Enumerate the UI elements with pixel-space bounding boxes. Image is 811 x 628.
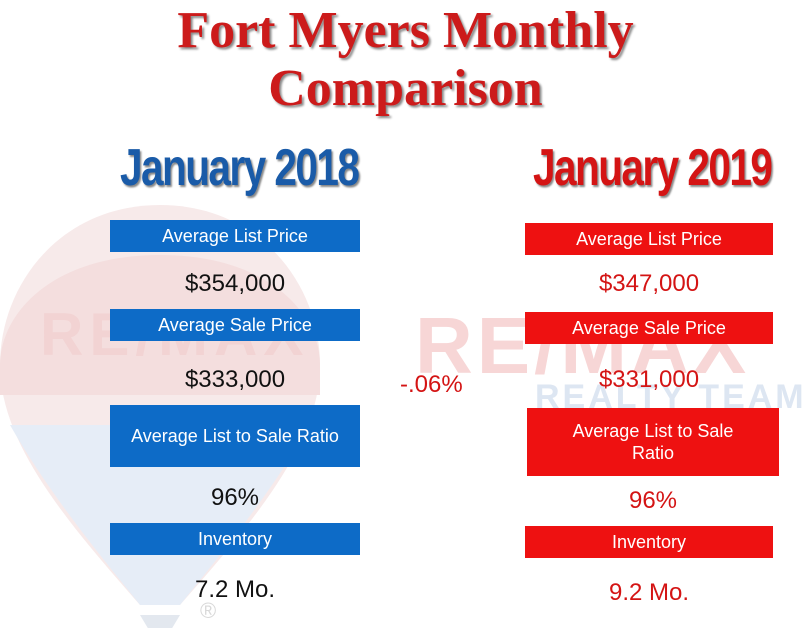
left-list-price-value: $354,000 — [184, 270, 286, 297]
left-inventory-label: Inventory — [110, 523, 360, 555]
right-inventory-label: Inventory — [525, 526, 773, 558]
left-list-price-label: Average List Price — [110, 220, 360, 252]
right-list-price-label: Average List Price — [525, 223, 773, 255]
sale-price-change: -.06% — [400, 371, 463, 398]
left-period-heading: January 2018 — [120, 139, 360, 197]
right-period-heading: January 2019 — [533, 139, 773, 197]
right-list-price-value: $347,000 — [598, 270, 700, 297]
title-line-1: Fort Myers Monthly — [177, 2, 634, 59]
title-line-2: Comparison — [268, 60, 543, 117]
left-inventory-value: 7.2 Mo. — [194, 576, 276, 603]
left-ratio-value: 96% — [210, 484, 260, 511]
right-ratio-value: 96% — [628, 487, 678, 514]
left-sale-price-label: Average Sale Price — [110, 309, 360, 341]
left-sale-price-value: $333,000 — [184, 366, 286, 393]
registered-mark: ® — [200, 598, 217, 623]
right-inventory-value: 9.2 Mo. — [608, 579, 690, 606]
left-ratio-label: Average List to Sale Ratio — [110, 405, 360, 467]
right-ratio-label: Average List to Sale Ratio — [527, 408, 779, 476]
right-sale-price-value: $331,000 — [598, 366, 700, 393]
right-sale-price-label: Average Sale Price — [525, 312, 773, 344]
